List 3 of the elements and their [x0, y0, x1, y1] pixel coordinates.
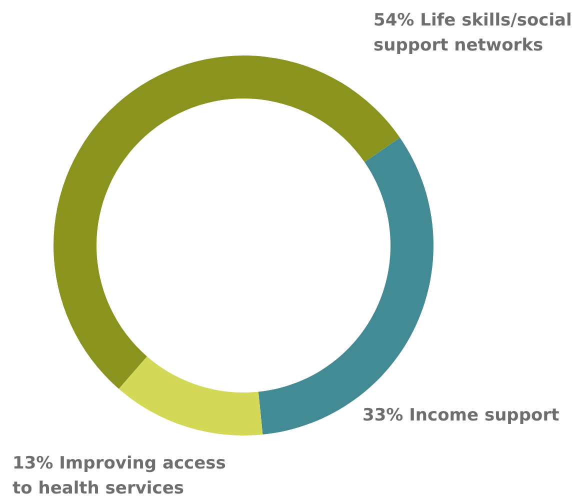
slice-label: 33% Income support: [362, 406, 560, 426]
slice-label: 54% Life skills/social support networks: [374, 10, 572, 56]
slice-label: 13% Improving access to health services: [12, 454, 226, 498]
